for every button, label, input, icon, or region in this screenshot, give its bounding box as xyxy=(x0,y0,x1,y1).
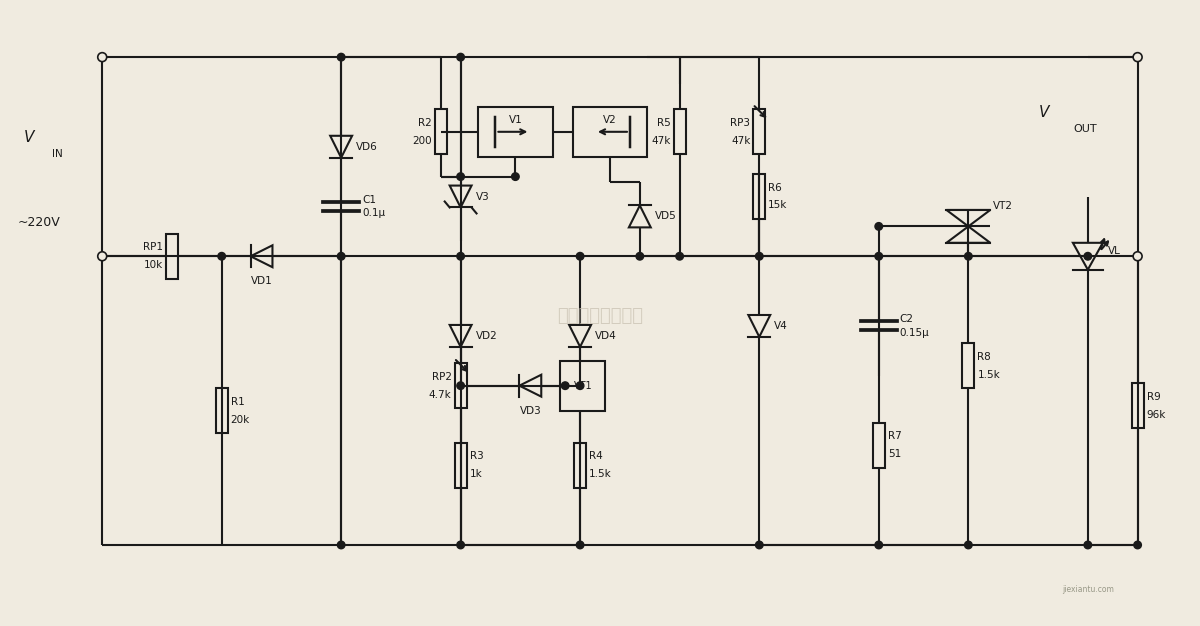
Text: RP2: RP2 xyxy=(432,372,451,382)
Text: VD4: VD4 xyxy=(595,331,617,341)
Text: VD2: VD2 xyxy=(475,331,497,341)
Text: 0.15μ: 0.15μ xyxy=(900,328,930,338)
Bar xyxy=(754,174,766,219)
Text: 4.7k: 4.7k xyxy=(428,389,451,399)
Text: V2: V2 xyxy=(604,115,617,125)
Circle shape xyxy=(1133,53,1142,61)
Text: IN: IN xyxy=(53,149,64,159)
Text: VT1: VT1 xyxy=(574,381,593,391)
Text: R5: R5 xyxy=(656,118,671,128)
Text: VD6: VD6 xyxy=(356,141,378,151)
Circle shape xyxy=(457,382,464,389)
Text: V4: V4 xyxy=(774,321,788,331)
Circle shape xyxy=(1084,541,1092,549)
Text: V1: V1 xyxy=(509,115,522,125)
Bar xyxy=(455,443,467,488)
Text: jiexiantu.com: jiexiantu.com xyxy=(1062,585,1114,594)
Bar xyxy=(962,344,974,388)
Bar xyxy=(455,363,467,408)
Circle shape xyxy=(97,252,107,261)
Circle shape xyxy=(875,252,882,260)
Bar xyxy=(560,361,605,411)
Circle shape xyxy=(457,53,464,61)
Text: 1.5k: 1.5k xyxy=(977,370,1000,380)
Text: VD5: VD5 xyxy=(655,212,677,222)
Text: V3: V3 xyxy=(475,192,490,202)
Circle shape xyxy=(965,252,972,260)
Text: 200: 200 xyxy=(412,136,432,146)
Circle shape xyxy=(337,541,344,549)
Bar xyxy=(478,107,553,156)
Bar xyxy=(754,110,766,154)
Circle shape xyxy=(875,541,882,549)
Text: OUT: OUT xyxy=(1073,124,1097,134)
Circle shape xyxy=(756,541,763,549)
Circle shape xyxy=(965,541,972,549)
Text: 0.1μ: 0.1μ xyxy=(362,208,385,218)
Text: R7: R7 xyxy=(888,431,901,441)
Text: VL: VL xyxy=(1108,246,1121,256)
Text: RP1: RP1 xyxy=(143,242,163,252)
Text: 47k: 47k xyxy=(652,136,671,146)
Circle shape xyxy=(576,382,584,389)
Circle shape xyxy=(562,382,569,389)
Text: R4: R4 xyxy=(589,451,602,461)
Circle shape xyxy=(97,53,107,61)
Bar xyxy=(572,107,647,156)
Bar xyxy=(872,423,884,468)
Circle shape xyxy=(457,173,464,180)
Circle shape xyxy=(457,541,464,549)
Text: 96k: 96k xyxy=(1146,409,1166,419)
Text: R9: R9 xyxy=(1146,392,1160,402)
Text: 47k: 47k xyxy=(731,136,750,146)
Circle shape xyxy=(1133,252,1142,261)
Circle shape xyxy=(337,252,344,260)
Text: RP3: RP3 xyxy=(731,118,750,128)
Bar xyxy=(574,443,586,488)
Bar xyxy=(216,388,228,433)
Circle shape xyxy=(576,541,584,549)
Text: VD3: VD3 xyxy=(520,406,541,416)
Text: VT2: VT2 xyxy=(994,202,1013,212)
Text: R6: R6 xyxy=(768,183,782,193)
Text: C2: C2 xyxy=(900,314,913,324)
Bar xyxy=(166,234,178,279)
Circle shape xyxy=(1084,252,1092,260)
Text: 1.5k: 1.5k xyxy=(589,470,612,480)
Text: 15k: 15k xyxy=(768,200,787,210)
Text: 1k: 1k xyxy=(469,470,482,480)
Text: R8: R8 xyxy=(977,352,991,362)
Circle shape xyxy=(875,223,882,230)
Text: $V$: $V$ xyxy=(23,129,36,145)
Text: 10k: 10k xyxy=(144,260,163,270)
Text: C1: C1 xyxy=(362,195,376,205)
Circle shape xyxy=(337,53,344,61)
Text: 51: 51 xyxy=(888,449,901,459)
Text: R2: R2 xyxy=(418,118,432,128)
Text: R1: R1 xyxy=(230,397,245,407)
Circle shape xyxy=(218,252,226,260)
Circle shape xyxy=(676,252,684,260)
Circle shape xyxy=(457,252,464,260)
Circle shape xyxy=(1134,541,1141,549)
Circle shape xyxy=(636,252,643,260)
Text: ~220V: ~220V xyxy=(18,217,60,229)
Text: R3: R3 xyxy=(469,451,484,461)
Text: 杭州将智有限公司: 杭州将智有限公司 xyxy=(557,307,643,325)
Bar xyxy=(434,110,446,154)
Circle shape xyxy=(576,252,584,260)
Circle shape xyxy=(511,173,520,180)
Text: 20k: 20k xyxy=(230,414,250,424)
Text: $V$: $V$ xyxy=(1038,104,1051,120)
Bar xyxy=(1132,383,1144,428)
Bar xyxy=(673,110,685,154)
Circle shape xyxy=(756,252,763,260)
Text: VD1: VD1 xyxy=(251,276,272,286)
